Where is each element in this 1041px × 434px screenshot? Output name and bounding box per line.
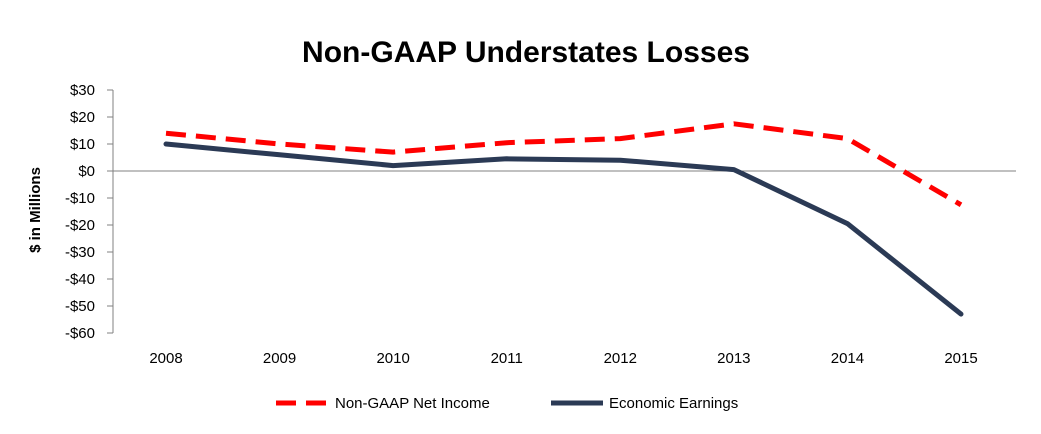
x-tick-label: 2010	[376, 350, 409, 367]
series-line-non-gaap-net-income	[165, 121, 963, 207]
legend-label: Economic Earnings	[609, 395, 738, 412]
axes	[112, 90, 1016, 333]
chart-title: Non-GAAP Understates Losses	[302, 36, 750, 69]
x-tick-label: 2014	[831, 350, 864, 367]
x-tick-label: 2008	[149, 350, 182, 367]
y-tick-label: $20	[70, 109, 95, 126]
x-tick-label: 2015	[944, 350, 977, 367]
y-tick-label: -$30	[65, 244, 95, 261]
y-tick-label: $10	[70, 136, 95, 153]
y-tick-label: -$50	[65, 298, 95, 315]
y-tick-label: -$40	[65, 271, 95, 288]
y-ticks: $30 $20 $10 $0 -$10 -$20 -$30 -$40 -$50 -$60	[65, 82, 113, 342]
y-tick-label: $30	[70, 82, 95, 99]
y-tick-label: -$20	[65, 217, 95, 234]
series-lines	[163, 121, 964, 317]
legend-label: Non-GAAP Net Income	[335, 395, 490, 412]
x-tick-label: 2011	[491, 350, 523, 367]
y-axis-label: $ in Millions	[27, 167, 44, 253]
x-tick-label: 2012	[604, 350, 637, 367]
y-tick-label: -$60	[65, 325, 95, 342]
legend: Non-GAAP Net Income Economic Earnings	[276, 395, 738, 412]
x-tick-label: 2009	[263, 350, 296, 367]
y-tick-label: -$10	[65, 190, 95, 207]
y-tick-label: $0	[78, 163, 95, 180]
x-ticks: 2008 2009 2010 2011 2012 2013 2014 2015	[149, 350, 977, 367]
x-tick-label: 2013	[717, 350, 750, 367]
series-line-economic-earnings	[163, 141, 964, 317]
